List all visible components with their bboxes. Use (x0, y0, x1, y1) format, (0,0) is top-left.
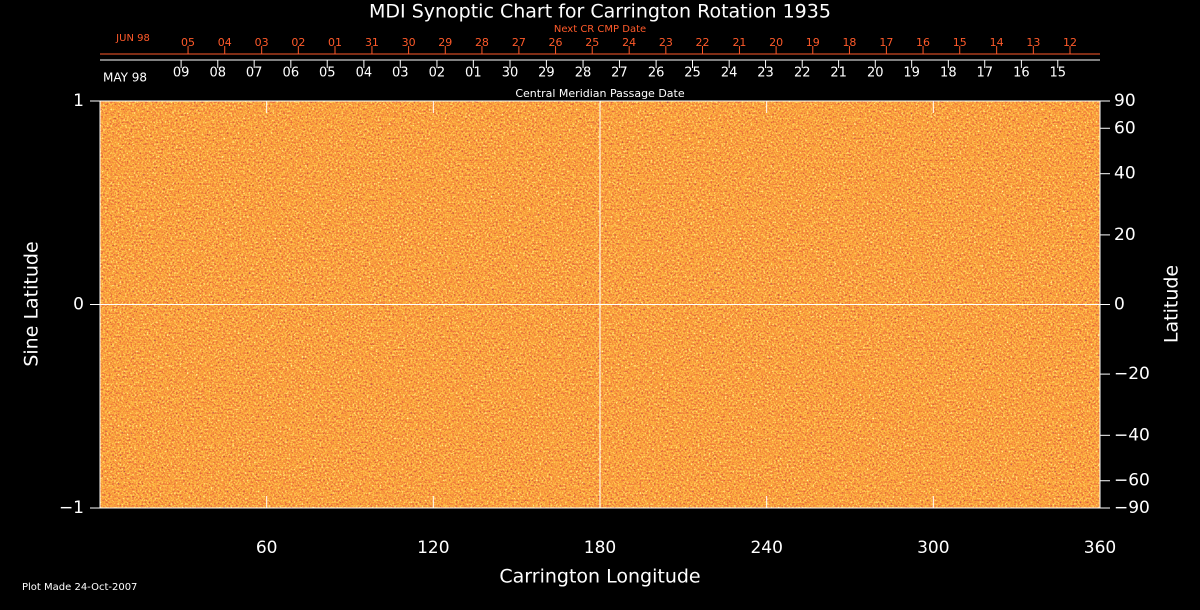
date-label: 21 (732, 36, 746, 49)
date-label: 06 (283, 66, 300, 81)
date-label: 20 (867, 66, 884, 81)
date-label: 03 (392, 66, 409, 81)
date-label: 17 (879, 36, 893, 49)
date-label: 22 (794, 66, 811, 81)
date-label: 30 (402, 36, 416, 49)
date-label: 26 (648, 66, 665, 81)
date-label: 29 (538, 66, 555, 81)
date-label: 01 (328, 36, 342, 49)
date-label: 14 (990, 36, 1004, 49)
x-tick-label: 360 (1084, 538, 1116, 558)
date-label: 07 (246, 66, 263, 81)
y2-tick-label: −90 (1114, 498, 1150, 518)
y-axis-label: Sine Latitude (21, 241, 43, 366)
y2-tick-label: 60 (1114, 118, 1136, 138)
chart-title: MDI Synoptic Chart for Carrington Rotati… (369, 1, 831, 23)
y2-tick-label: 20 (1114, 225, 1136, 245)
date-label: 16 (916, 36, 930, 49)
top-date-axis-label: Next CR CMP Date (554, 24, 646, 35)
date-label: 27 (512, 36, 526, 49)
x-axis-label: Carrington Longitude (499, 566, 700, 588)
top-date-month: JUN 98 (115, 33, 150, 44)
date-label: 24 (721, 66, 738, 81)
date-label: 02 (429, 66, 446, 81)
date-label: 23 (659, 36, 673, 49)
date-label: 25 (585, 36, 599, 49)
date-label: 18 (842, 36, 856, 49)
date-label: 30 (502, 66, 519, 81)
y2-tick-label: 40 (1114, 164, 1136, 184)
date-label: 08 (210, 66, 227, 81)
date-label: 24 (622, 36, 636, 49)
x-tick-label: 180 (584, 538, 616, 558)
date-label: 17 (976, 66, 993, 81)
date-label: 12 (1063, 36, 1077, 49)
date-label: 28 (475, 36, 489, 49)
date-label: 28 (575, 66, 592, 81)
date-label: 01 (465, 66, 482, 81)
y2-axis-label: Latitude (1161, 265, 1183, 343)
date-label: 27 (611, 66, 628, 81)
date-label: 21 (830, 66, 847, 81)
date-label: 19 (903, 66, 920, 81)
y2-tick-label: −60 (1114, 471, 1150, 491)
date-label: 13 (1026, 36, 1040, 49)
date-label: 23 (757, 66, 774, 81)
y-tick-label: 1 (73, 91, 84, 111)
date-label: 02 (291, 36, 305, 49)
date-label: 20 (769, 36, 783, 49)
y2-tick-label: −20 (1114, 364, 1150, 384)
x-tick-label: 240 (750, 538, 782, 558)
y-tick-label: −1 (59, 498, 84, 518)
bottom-date-month: MAY 98 (103, 71, 147, 85)
y2-tick-label: 0 (1114, 295, 1125, 315)
date-label: 22 (696, 36, 710, 49)
date-label: 26 (549, 36, 563, 49)
x-tick-label: 120 (417, 538, 449, 558)
date-label: 19 (806, 36, 820, 49)
date-label: 15 (953, 36, 967, 49)
date-label: 16 (1013, 66, 1030, 81)
date-label: 04 (356, 66, 373, 81)
date-label: 03 (255, 36, 269, 49)
x-tick-label: 300 (917, 538, 949, 558)
date-label: 15 (1050, 66, 1067, 81)
date-label: 25 (684, 66, 701, 81)
x-tick-label: 60 (256, 538, 278, 558)
date-label: 18 (940, 66, 957, 81)
y2-tick-label: 90 (1114, 91, 1136, 111)
date-label: 09 (173, 66, 190, 81)
date-label: 29 (438, 36, 452, 49)
y2-tick-label: −40 (1114, 425, 1150, 445)
date-label: 31 (365, 36, 379, 49)
y-tick-label: 0 (73, 295, 84, 315)
date-label: 05 (319, 66, 336, 81)
footnote: Plot Made 24-Oct-2007 (22, 582, 137, 593)
date-label: 04 (218, 36, 232, 49)
bottom-date-axis-label: Central Meridian Passage Date (515, 87, 684, 100)
date-label: 05 (181, 36, 195, 49)
